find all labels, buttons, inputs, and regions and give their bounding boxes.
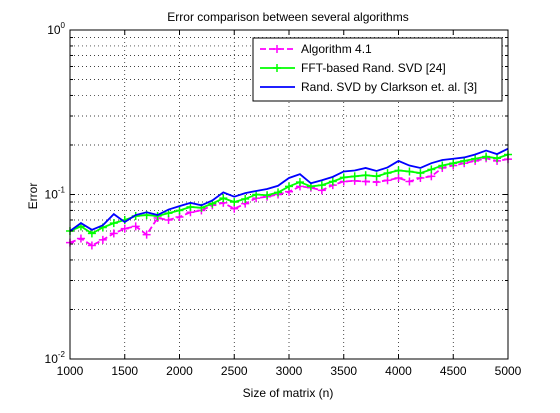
x-tick-label: 2500	[221, 364, 248, 378]
legend-label-2: FFT-based Rand. SVD [24]	[301, 61, 446, 75]
axes	[69, 29, 509, 360]
axes-box	[69, 29, 509, 360]
y-tick-label: 100	[47, 21, 65, 37]
legend-label-3: Rand. SVD by Clarkson et. al. [3]	[301, 80, 477, 94]
x-tick-label: 1000	[57, 364, 84, 378]
x-tick-label: 4500	[440, 364, 467, 378]
series-2	[66, 150, 512, 238]
x-tick-label: 1500	[111, 364, 138, 378]
y-tick-label: 10-1	[45, 186, 66, 202]
legend-box	[252, 37, 503, 102]
legend: Algorithm 4.1 FFT-based Rand. SVD [24] Ran…	[252, 37, 503, 102]
plot-series	[66, 147, 512, 250]
y-axis-label: Error	[26, 183, 40, 210]
x-tick-label: 4000	[385, 364, 412, 378]
y-tick-label: 10-2	[45, 350, 66, 366]
x-tick-label: 2000	[166, 364, 193, 378]
series-line	[69, 147, 509, 232]
legend-label-1: Algorithm 4.1	[301, 42, 372, 56]
tick-labels: 1000 1500 2000 2500 3000 3500 4000 4500 5000 10-2…	[45, 21, 522, 378]
x-tick-label: 3500	[330, 364, 357, 378]
chart-title: Error comparison between several algorit…	[167, 10, 408, 24]
x-tick-label: 3000	[276, 364, 303, 378]
x-axis-label: Size of matrix (n)	[243, 386, 334, 400]
series-3	[69, 147, 509, 232]
x-tick-label: 5000	[495, 364, 522, 378]
